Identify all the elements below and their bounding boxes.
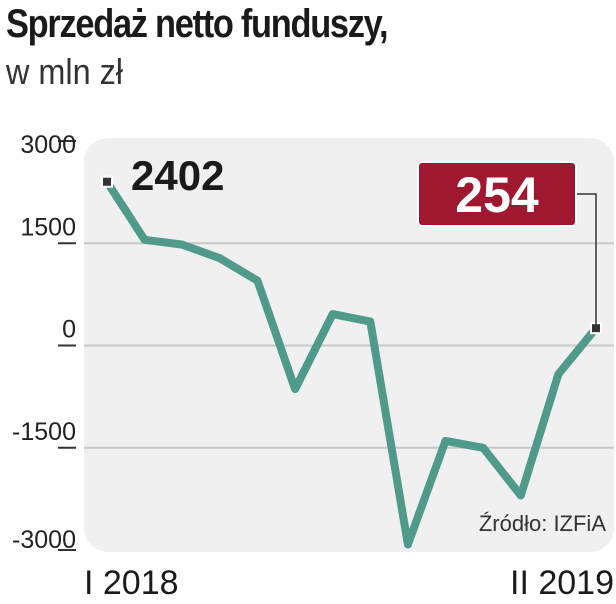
y-tick-label: -1500 [12,418,76,446]
y-tick-label: -3000 [12,526,76,554]
annotation-label: 254 [455,167,539,223]
y-axis-ticks: 3000 1500 0 -1500 -3000 [12,131,76,554]
point-marker [101,175,113,188]
y-tick-label: 3000 [20,131,76,159]
chart-title: Sprzedaż netto funduszy, [6,2,389,46]
source-note: Źródło: IZFiA [479,511,606,536]
x-axis-ticks: I 2018 II 2019 [84,564,614,602]
x-tick-label: I 2018 [84,564,179,602]
chart-subtitle: w mln zł [6,51,124,92]
annotation-box [417,161,577,227]
annotation-label: 2402 [131,152,224,199]
annotation-leader [576,193,597,329]
value-annotations: 2402 254 [131,152,597,329]
series-line [103,177,600,549]
y-tick-label: 1500 [20,213,76,241]
y-tick-label: 0 [62,316,76,344]
x-tick-label: II 2019 [510,564,614,602]
